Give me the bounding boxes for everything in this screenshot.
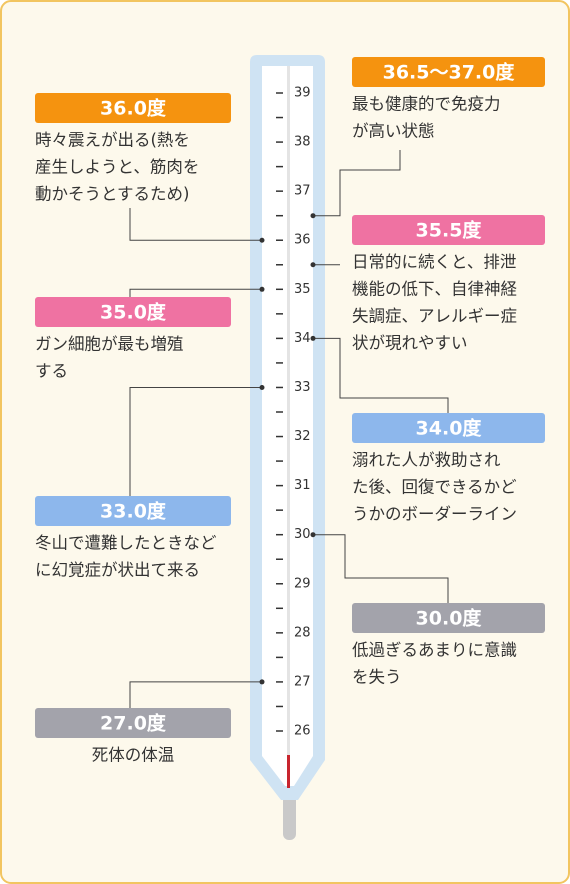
tick-label: 29: [294, 576, 311, 591]
note-label: 33.0度: [100, 500, 167, 523]
note-box: [35, 297, 231, 327]
mercury: [287, 755, 290, 788]
note-box: [35, 93, 231, 123]
note-box: [352, 215, 545, 245]
note-text: する: [35, 362, 68, 381]
note-box: [35, 496, 231, 526]
connector: [313, 337, 449, 413]
note-text: 最も健康的で免疫力: [352, 95, 501, 114]
note-box: [35, 708, 231, 738]
tick-label: 39: [294, 86, 311, 101]
note-label: 35.0度: [100, 301, 167, 324]
note-label: 36.5～37.0度: [383, 61, 516, 84]
note-text: 日常的に続くと、排泄: [352, 253, 516, 272]
note-text: に幻覚症が状出て来る: [35, 561, 200, 580]
connector: [129, 681, 262, 708]
note-label: 27.0度: [100, 712, 167, 735]
tick-label: 31: [294, 478, 311, 493]
note-text: ガン細胞が最も増殖: [35, 335, 184, 354]
note-text: うかのボーダーライン: [352, 505, 517, 524]
note-text: 失調症、アレルギー症: [352, 307, 517, 326]
note-text: 機能の低下、自律神経: [352, 280, 518, 299]
thermometer-stem: [283, 790, 296, 840]
connector: [129, 288, 262, 297]
tick-label: 26: [294, 724, 311, 739]
tick-label: 34: [294, 331, 311, 346]
pointer-dot: [310, 335, 316, 341]
note-text: 冬山で遭難したときなど: [35, 534, 217, 553]
connector: [313, 534, 449, 603]
note-text: 状が現れやすい: [352, 334, 468, 353]
tick-label: 36: [294, 233, 311, 248]
pointer-dot: [259, 384, 265, 390]
pointer-dot: [259, 679, 265, 685]
pointer-dot: [310, 262, 316, 268]
pointer-dot: [259, 286, 265, 292]
note-text: を失う: [352, 668, 402, 687]
tick-label: 30: [294, 527, 311, 542]
tick-label: 37: [294, 184, 311, 199]
note-box: [352, 413, 545, 443]
note-text: た後、回復できるかど: [352, 478, 517, 497]
tick-label: 33: [294, 380, 311, 395]
note-text: 溺れた人が救助され: [352, 451, 501, 470]
note-text: 時々震えが出る(熱を: [35, 131, 190, 150]
tick-label: 27: [294, 674, 311, 689]
note-label: 30.0度: [416, 607, 483, 630]
note-text: 死体の体温: [92, 746, 175, 765]
connector: [313, 150, 401, 217]
note-box: [352, 57, 545, 87]
tick-label: 35: [294, 282, 311, 297]
tick-label: 32: [294, 429, 311, 444]
note-label: 35.5度: [416, 219, 483, 242]
pointer-dot: [310, 213, 316, 219]
note-text: 低過ぎるあまりに意識: [352, 641, 517, 660]
note-label: 34.0度: [416, 417, 483, 440]
note-label: 36.0度: [100, 97, 167, 120]
pointer-dot: [259, 237, 265, 243]
capillary: [287, 66, 290, 756]
note-box: [352, 603, 545, 633]
note-text: が高い状態: [352, 122, 435, 141]
note-text: 動かそうとするため): [35, 185, 189, 204]
note-text: 産生しようと、筋肉を: [35, 158, 199, 177]
tick-label: 38: [294, 135, 311, 150]
connector: [129, 386, 262, 496]
connector: [129, 208, 262, 241]
tick-label: 28: [294, 625, 311, 640]
pointer-dot: [310, 532, 316, 538]
